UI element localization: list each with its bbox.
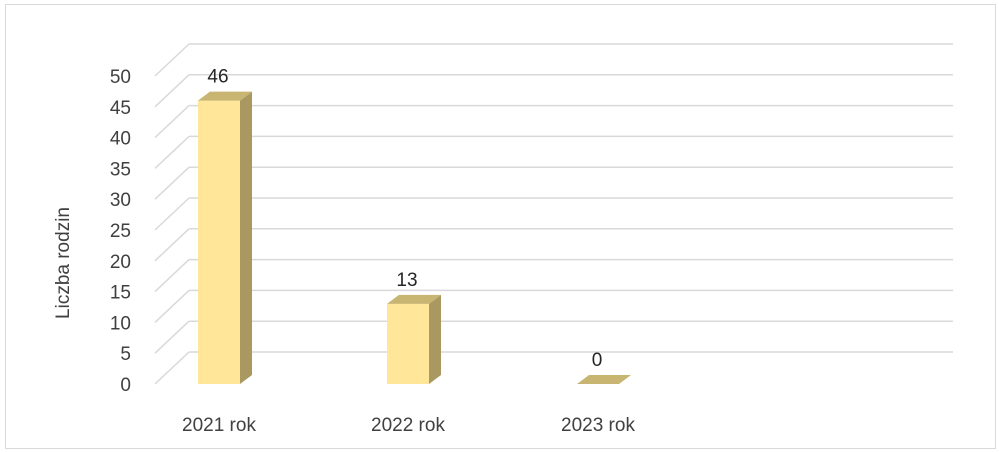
y-tick-label: 5 [120,344,131,365]
y-tick-label: 30 [110,190,131,211]
gridline-diagonal [154,351,190,385]
bars [198,91,631,384]
data-label: 0 [592,350,603,371]
y-tick-label: 20 [110,252,131,273]
bar-side [240,91,252,384]
gridlines [154,43,953,385]
bar-front [198,100,240,384]
bar-top [577,375,631,384]
bar-front [387,303,429,384]
y-axis-ticks: 0 5 10 15 20 25 30 35 40 45 50 [110,67,131,396]
y-tick-label: 45 [110,98,131,119]
data-label: 13 [396,270,417,291]
gridline-diagonal [154,197,190,231]
gridline-diagonal [154,105,190,139]
gridline-diagonal [154,74,190,108]
y-tick-label: 0 [120,375,131,396]
data-label: 46 [207,67,228,88]
y-tick-label: 35 [110,159,131,180]
gridline-diagonal [154,289,190,323]
y-tick-label: 25 [110,221,131,242]
y-tick-label: 40 [110,129,131,150]
chart-frame [5,4,996,449]
gridline-diagonal [154,135,190,169]
y-tick-label: 50 [110,67,131,88]
y-tick-label: 10 [110,313,131,334]
x-axis-ticks: 2021 rok 2022 rok 2023 rok [182,415,635,436]
y-axis-title: Liczba rodzin [53,207,74,319]
x-tick-label: 2023 rok [561,415,635,436]
gridline-diagonal [154,166,190,200]
x-tick-label: 2022 rok [371,415,445,436]
y-tick-label: 15 [110,283,131,304]
gridline-diagonal [154,259,190,293]
data-labels: 46 13 0 [207,67,602,371]
gridline-diagonal [154,228,190,262]
bar-top [387,294,441,304]
bar-top [198,91,252,101]
bar-side [429,294,441,384]
gridline-diagonal [154,320,190,354]
x-tick-label: 2021 rok [182,415,256,436]
gridline-diagonal [154,43,190,77]
